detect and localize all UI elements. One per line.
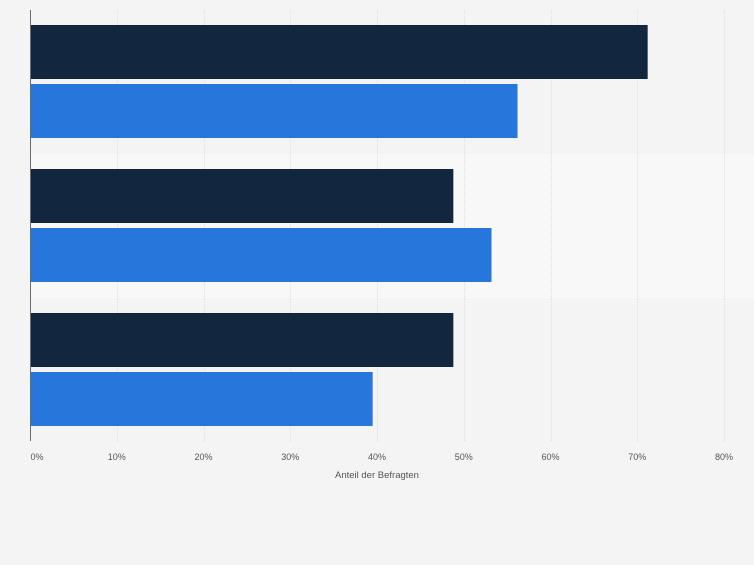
x-axis-label: Anteil der Befragten xyxy=(335,470,419,481)
bar xyxy=(30,169,454,223)
x-tick-label: 0% xyxy=(30,452,43,462)
bars xyxy=(30,25,648,426)
bar xyxy=(30,25,648,79)
x-tick-label: 80% xyxy=(715,452,733,462)
x-tick-labels: 0% 10% 20% 30% 40% 50% 60% 70% 80% xyxy=(30,452,733,462)
x-tick-label: 50% xyxy=(455,452,473,462)
bar xyxy=(30,228,492,282)
x-tick-label: 40% xyxy=(368,452,386,462)
x-tick-label: 70% xyxy=(628,452,646,462)
bar xyxy=(30,372,373,426)
x-tick-label: 60% xyxy=(541,452,559,462)
bar xyxy=(30,313,454,367)
bar xyxy=(30,84,518,138)
x-tick-label: 30% xyxy=(281,452,299,462)
x-tick-label: 10% xyxy=(108,452,126,462)
x-tick-label: 20% xyxy=(194,452,212,462)
